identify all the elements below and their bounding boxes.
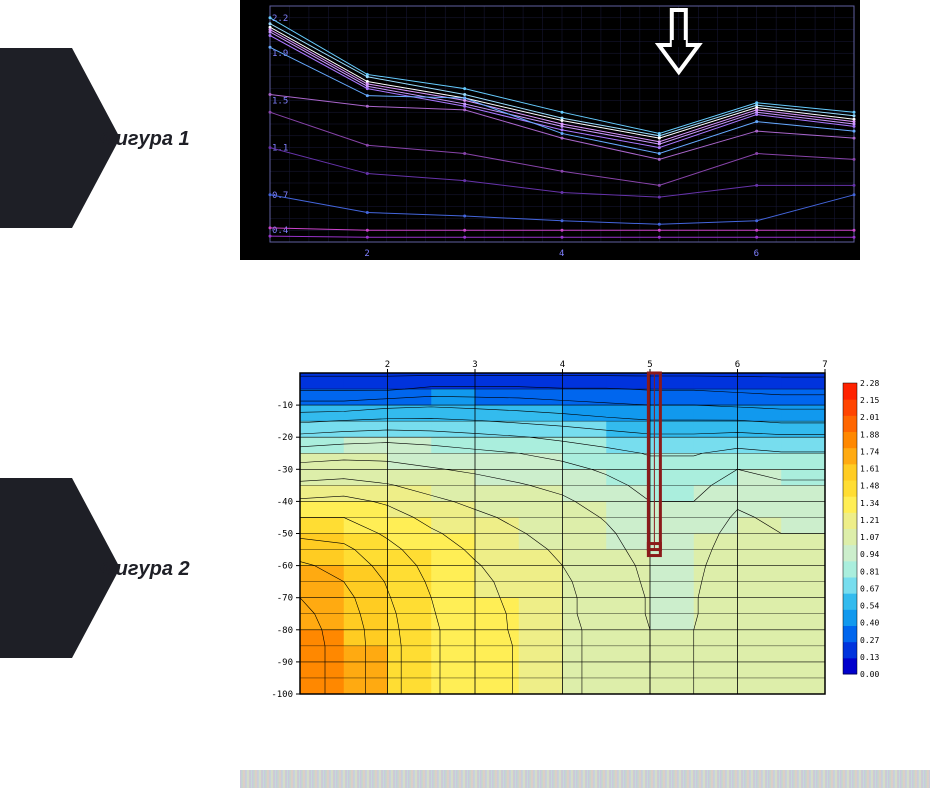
svg-text:0.00: 0.00	[860, 670, 879, 679]
line-chart: 0.40.71.11.51.92.2246	[240, 0, 860, 260]
svg-text:-100: -100	[271, 690, 293, 700]
svg-text:1.9: 1.9	[272, 49, 288, 59]
svg-text:-10: -10	[277, 401, 293, 411]
svg-text:-30: -30	[277, 465, 293, 475]
svg-text:1.88: 1.88	[860, 430, 879, 439]
svg-text:5: 5	[647, 360, 652, 370]
svg-text:-60: -60	[277, 562, 293, 572]
svg-text:1.48: 1.48	[860, 482, 879, 491]
svg-text:0.67: 0.67	[860, 584, 879, 593]
svg-text:2: 2	[364, 249, 369, 259]
svg-text:0.40: 0.40	[860, 619, 879, 628]
contour-heatmap: 2 3 4 5 6 7 -10 -20 -30 -40 -50 -60 -70 -80 -90 -100 0.…	[245, 355, 885, 730]
svg-text:4: 4	[559, 249, 564, 259]
figure2-label: Фигура 2	[100, 558, 190, 581]
svg-text:-70: -70	[277, 594, 293, 604]
svg-text:-80: -80	[277, 626, 293, 636]
svg-text:6: 6	[754, 249, 759, 259]
svg-text:2: 2	[385, 360, 390, 370]
svg-text:2.01: 2.01	[860, 413, 879, 422]
svg-text:6: 6	[735, 360, 740, 370]
svg-text:1.61: 1.61	[860, 465, 879, 474]
svg-text:0.94: 0.94	[860, 550, 879, 559]
noise-strip	[240, 770, 930, 788]
svg-text:2.28: 2.28	[860, 379, 879, 388]
svg-text:1.21: 1.21	[860, 516, 879, 525]
svg-text:3: 3	[472, 360, 477, 370]
svg-text:1.5: 1.5	[272, 96, 288, 106]
heatmap-svg: 2 3 4 5 6 7 -10 -20 -30 -40 -50 -60 -70 -80 -90 -100 0.…	[245, 355, 885, 730]
svg-text:2.15: 2.15	[860, 396, 879, 405]
svg-text:1.34: 1.34	[860, 499, 879, 508]
svg-text:1.74: 1.74	[860, 447, 879, 456]
svg-text:0.13: 0.13	[860, 653, 879, 662]
svg-text:0.27: 0.27	[860, 636, 879, 645]
svg-text:-20: -20	[277, 433, 293, 443]
svg-text:0.81: 0.81	[860, 567, 879, 576]
figure1-label: Фигура 1	[100, 128, 190, 151]
svg-text:-90: -90	[277, 658, 293, 668]
svg-text:-40: -40	[277, 497, 293, 507]
svg-text:4: 4	[560, 360, 565, 370]
svg-text:7: 7	[822, 360, 827, 370]
svg-text:0.54: 0.54	[860, 602, 879, 611]
svg-text:1.07: 1.07	[860, 533, 879, 542]
svg-text:2.2: 2.2	[272, 14, 288, 24]
line-chart-svg: 0.40.71.11.51.92.2246	[240, 0, 860, 260]
svg-text:-50: -50	[277, 530, 293, 540]
